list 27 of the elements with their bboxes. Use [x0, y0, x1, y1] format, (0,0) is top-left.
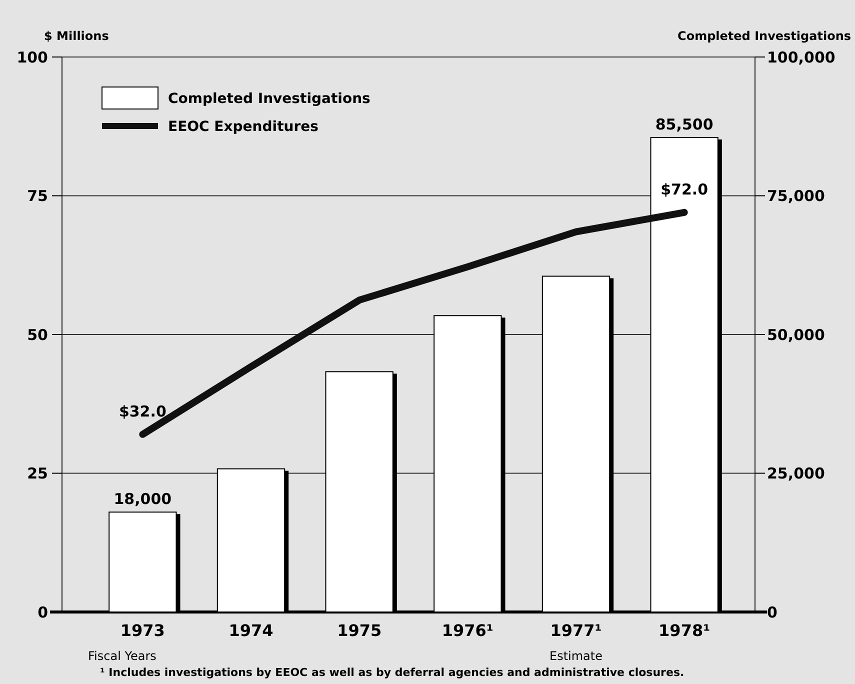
y-tick-label: 25: [27, 464, 48, 482]
y2-tick-label: 100,000: [767, 48, 836, 66]
data-label: $32.0: [118, 402, 166, 420]
data-label: 18,000: [114, 490, 172, 508]
x-tick-label: 1975: [337, 621, 382, 640]
data-label: $72.0: [660, 180, 708, 198]
y-tick-label: 0: [38, 603, 48, 622]
y2-tick-label: 50,000: [767, 326, 825, 344]
y2-axis-title: Completed Investigations: [678, 29, 851, 43]
y2-tick-label: 75,000: [767, 187, 825, 205]
y-tick-label: 75: [27, 187, 48, 205]
text: ¹ Includes investigations by EEOC as well as by deferral agencies and administrative closures.: [100, 666, 684, 679]
y-tick-label: 100: [16, 48, 48, 66]
x-tick-label: 1974: [228, 621, 274, 640]
x-tick-label: 1973: [120, 621, 165, 640]
legend-label: EEOC Expenditures: [168, 118, 318, 135]
x-tick-label: 1978¹: [658, 621, 710, 640]
x-tick-label: 1976¹: [442, 621, 494, 640]
y2-tick-label: 0: [767, 603, 778, 622]
y-tick-label: 50: [27, 326, 48, 344]
legend-label: Completed Investigations: [168, 90, 370, 107]
data-label: 85,500: [655, 115, 714, 134]
x-tick-label: 1977¹: [550, 621, 602, 640]
text: Fiscal Years: [88, 649, 156, 663]
y2-tick-label: 25,000: [767, 464, 825, 482]
text: Estimate: [549, 649, 603, 663]
y-axis-title: $ Millions: [44, 29, 109, 43]
